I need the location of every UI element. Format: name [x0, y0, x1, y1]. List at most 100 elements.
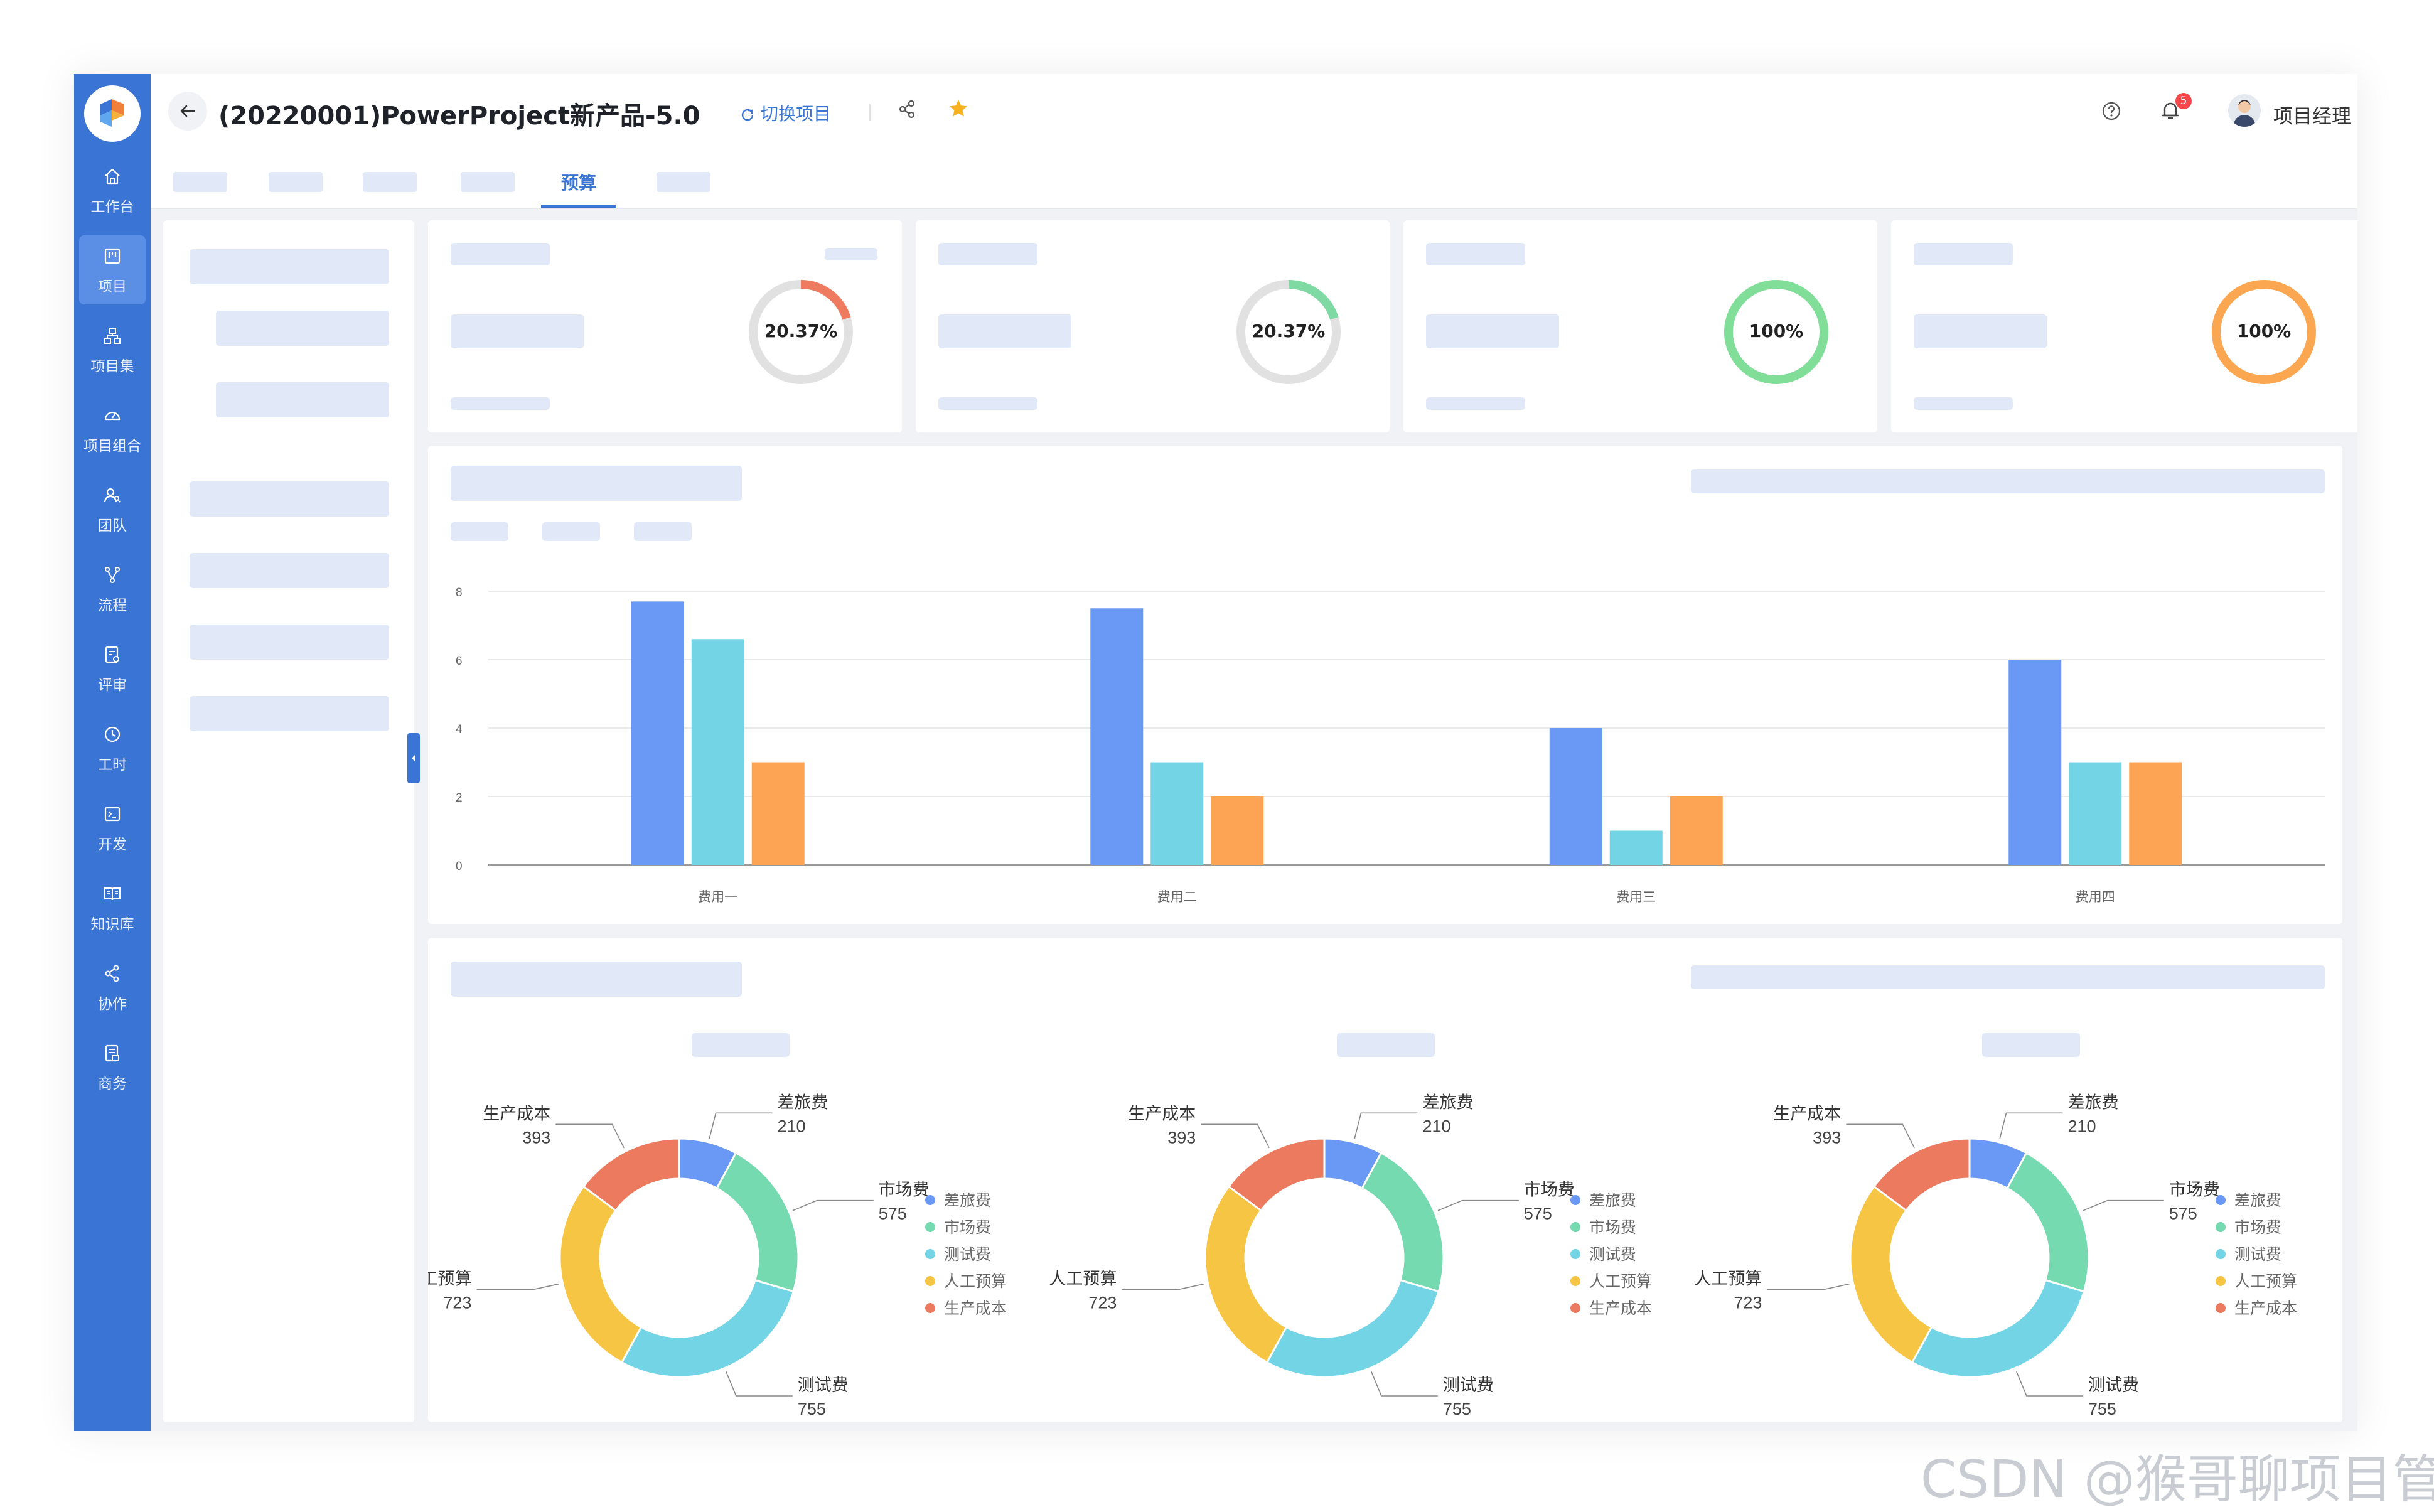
- bar[interactable]: [2008, 660, 2062, 865]
- pie-slice[interactable]: [1911, 1279, 2086, 1378]
- pie-slice[interactable]: [559, 1185, 643, 1364]
- bar[interactable]: [1211, 796, 1264, 865]
- sidebar-item[interactable]: 工作台: [79, 156, 146, 225]
- tree-item[interactable]: [216, 311, 389, 346]
- tree-item[interactable]: [190, 481, 389, 517]
- sidebar: 工作台项目项目集项目组合团队流程评审工时开发知识库协作商务: [74, 74, 151, 1431]
- tab-placeholder-6[interactable]: [657, 172, 710, 192]
- pie-slice[interactable]: [1872, 1137, 1971, 1212]
- tab-budget[interactable]: 预算: [541, 148, 616, 208]
- refresh-icon: [741, 109, 754, 121]
- pie-label-line: [2083, 1199, 2164, 1211]
- chart-filter-placeholder[interactable]: [1691, 469, 2325, 493]
- legend-dot[interactable]: [1570, 1276, 1580, 1286]
- bar[interactable]: [2069, 762, 2122, 866]
- tab-placeholder-4[interactable]: [461, 172, 515, 192]
- sidebar-item[interactable]: 评审: [79, 634, 146, 703]
- sidebar-item[interactable]: 流程: [79, 554, 146, 623]
- legend-label[interactable]: 差旅费: [1589, 1191, 1636, 1209]
- bar[interactable]: [2129, 762, 2182, 866]
- help-icon[interactable]: [2101, 101, 2121, 121]
- sidebar-item[interactable]: 项目组合: [79, 395, 146, 464]
- pie-slice[interactable]: [1204, 1185, 1288, 1364]
- legend-dot[interactable]: [2216, 1195, 2226, 1205]
- pie-filter-placeholder[interactable]: [1691, 965, 2325, 989]
- legend-label[interactable]: 人工预算: [2234, 1272, 2297, 1290]
- bar[interactable]: [1609, 830, 1663, 866]
- legend-label[interactable]: 市场费: [2234, 1218, 2281, 1236]
- bar[interactable]: [691, 639, 744, 865]
- sidebar-item[interactable]: 工时: [79, 714, 146, 783]
- legend-dot[interactable]: [2216, 1249, 2226, 1259]
- sidebar-item[interactable]: 知识库: [79, 873, 146, 942]
- legend-dot[interactable]: [1570, 1222, 1580, 1232]
- tree-item[interactable]: [190, 553, 389, 588]
- legend-dot[interactable]: [1570, 1249, 1580, 1259]
- legend-label[interactable]: 测试费: [944, 1245, 991, 1263]
- legend-dot[interactable]: [925, 1222, 935, 1232]
- legend-dot[interactable]: [2216, 1303, 2226, 1313]
- legend-dot[interactable]: [2216, 1276, 2226, 1286]
- legend-dot[interactable]: [1570, 1303, 1580, 1313]
- avatar[interactable]: [2228, 94, 2261, 127]
- tab-placeholder-1[interactable]: [173, 172, 227, 192]
- kanban-icon: [104, 248, 121, 264]
- sidebar-item[interactable]: 项目: [79, 235, 146, 304]
- legend-dot[interactable]: [1570, 1195, 1580, 1205]
- pie-slice[interactable]: [2006, 1151, 2090, 1293]
- legend-label[interactable]: 人工预算: [1589, 1272, 1652, 1290]
- pie-slice[interactable]: [1265, 1279, 1440, 1378]
- bar[interactable]: [1090, 608, 1144, 865]
- budget-bar-chart-card: 0 2 4 6 8 费用一 费用二 费用三 费用四: [428, 446, 2342, 924]
- legend-label[interactable]: 测试费: [2234, 1245, 2281, 1263]
- legend-dot[interactable]: [925, 1303, 935, 1313]
- pie-slice[interactable]: [582, 1137, 680, 1212]
- tree-item[interactable]: [190, 249, 389, 284]
- sidebar-item[interactable]: 协作: [79, 953, 146, 1022]
- bell-icon[interactable]: [2159, 99, 2182, 122]
- pie-slice[interactable]: [716, 1151, 800, 1293]
- bar[interactable]: [1150, 762, 1204, 866]
- tab-placeholder-2[interactable]: [269, 172, 323, 192]
- legend-label[interactable]: 测试费: [1589, 1245, 1636, 1263]
- sidebar-item[interactable]: 商务: [79, 1032, 146, 1102]
- back-button[interactable]: [168, 92, 207, 131]
- stat-value-placeholder: [1426, 314, 1559, 348]
- tree-item[interactable]: [190, 696, 389, 731]
- legend-dot[interactable]: [925, 1195, 935, 1205]
- tree-item[interactable]: [190, 625, 389, 660]
- tab-placeholder-3[interactable]: [363, 172, 417, 192]
- star-icon[interactable]: [948, 98, 969, 119]
- legend-dot[interactable]: [925, 1276, 935, 1286]
- legend-placeholder[interactable]: [451, 522, 508, 541]
- pie-slice[interactable]: [620, 1279, 795, 1378]
- tree-item[interactable]: [216, 382, 389, 417]
- legend-label[interactable]: 差旅费: [2234, 1191, 2281, 1209]
- legend-label[interactable]: 差旅费: [944, 1191, 991, 1209]
- sidebar-item[interactable]: 团队: [79, 475, 146, 544]
- legend-dot[interactable]: [925, 1249, 935, 1259]
- legend-placeholder[interactable]: [634, 522, 692, 541]
- app-logo[interactable]: [84, 85, 141, 142]
- collapse-panel-button[interactable]: [407, 733, 420, 783]
- legend-placeholder[interactable]: [542, 522, 600, 541]
- share-icon[interactable]: [898, 99, 918, 119]
- legend-label[interactable]: 人工预算: [944, 1272, 1007, 1290]
- legend-label[interactable]: 生产成本: [944, 1299, 1007, 1317]
- legend-label[interactable]: 生产成本: [2234, 1299, 2297, 1317]
- legend-dot[interactable]: [2216, 1222, 2226, 1232]
- legend-label[interactable]: 生产成本: [1589, 1299, 1652, 1317]
- sidebar-item[interactable]: 项目集: [79, 315, 146, 384]
- bar[interactable]: [1549, 728, 1602, 865]
- user-name[interactable]: 项目经理 PM: [2273, 105, 2357, 128]
- bar[interactable]: [631, 601, 684, 865]
- bar[interactable]: [751, 762, 805, 866]
- sidebar-item[interactable]: 开发: [79, 793, 146, 862]
- switch-project-button[interactable]: 切换项目: [739, 100, 831, 126]
- pie-slice[interactable]: [1361, 1151, 1445, 1293]
- legend-label[interactable]: 市场费: [944, 1218, 991, 1236]
- pie-slice[interactable]: [1227, 1137, 1326, 1212]
- legend-label[interactable]: 市场费: [1589, 1218, 1636, 1236]
- pie-slice[interactable]: [1849, 1185, 1933, 1364]
- bar[interactable]: [1670, 796, 1723, 865]
